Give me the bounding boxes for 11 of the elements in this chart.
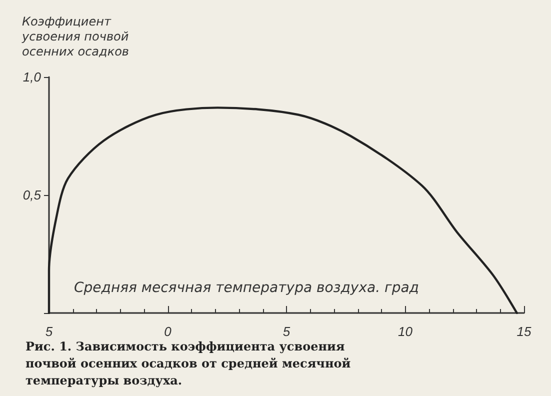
x-tick-label: 5	[282, 324, 291, 339]
x-axis-title: Средняя месячная температура воздуха. град	[74, 280, 419, 296]
x-tick-label: 10	[398, 324, 414, 339]
line-series	[48, 106, 518, 314]
x-tick-label: 5	[45, 324, 54, 339]
y-tick-label: 1,0	[22, 70, 42, 84]
y-tick-label: 0,5	[22, 188, 42, 202]
x-tick-label: 15	[516, 324, 532, 339]
y-axis-title: Коэффициент усвоения почвой осенних осадков	[21, 14, 132, 58]
text: Рис. 1. Зависимость коэффициента усвоения почвой осенних осадков от средней месячной температуры воздуха.	[26, 340, 355, 388]
x-tick-label: 0	[164, 324, 172, 339]
